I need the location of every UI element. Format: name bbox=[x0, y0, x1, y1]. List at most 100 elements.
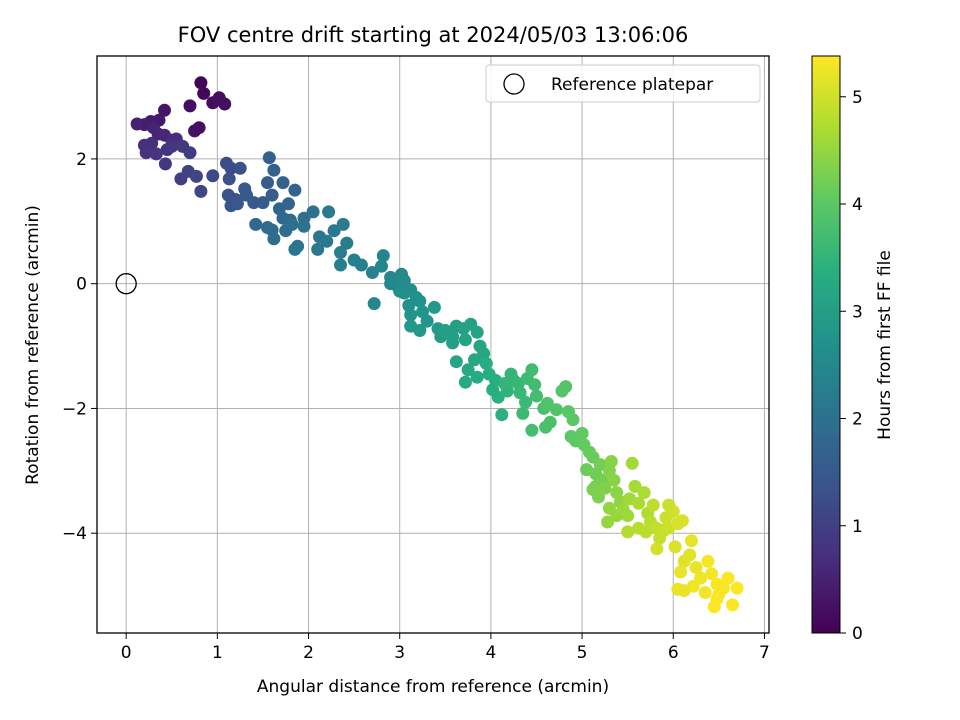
data-point bbox=[276, 176, 290, 190]
data-point bbox=[256, 196, 270, 210]
data-point bbox=[530, 389, 543, 403]
data-point bbox=[194, 76, 208, 90]
legend: Reference platepar bbox=[485, 64, 761, 103]
data-point bbox=[267, 232, 281, 246]
data-point bbox=[685, 534, 698, 548]
data-point bbox=[470, 325, 484, 339]
data-point bbox=[420, 314, 434, 328]
data-point bbox=[288, 242, 302, 256]
data-point bbox=[470, 370, 484, 384]
data-point bbox=[375, 259, 388, 273]
data-point bbox=[206, 169, 220, 183]
data-point bbox=[262, 151, 276, 165]
x-tick-label: 1 bbox=[212, 643, 223, 663]
data-point bbox=[267, 163, 281, 177]
data-point bbox=[149, 147, 163, 161]
data-point bbox=[306, 205, 320, 219]
data-point bbox=[550, 403, 563, 417]
data-point bbox=[607, 473, 621, 487]
legend-box bbox=[485, 64, 761, 103]
data-point bbox=[593, 458, 607, 472]
data-point bbox=[675, 514, 689, 528]
data-point bbox=[461, 363, 475, 377]
data-point bbox=[726, 598, 739, 612]
data-point bbox=[650, 542, 664, 556]
colorbar-tick-label: 1 bbox=[852, 517, 863, 537]
data-point bbox=[197, 86, 211, 100]
colorbar-label: Hours from first FF file bbox=[875, 250, 895, 440]
data-point bbox=[393, 284, 407, 298]
data-point bbox=[519, 395, 532, 409]
y-axis-label: Rotation from reference (arcmin) bbox=[23, 205, 43, 485]
data-point bbox=[674, 565, 688, 579]
data-point bbox=[721, 571, 735, 585]
data-point bbox=[689, 561, 703, 574]
data-point bbox=[384, 277, 398, 291]
x-tick-label: 5 bbox=[577, 643, 588, 663]
data-point bbox=[495, 408, 509, 422]
data-point bbox=[604, 455, 618, 468]
data-point bbox=[677, 584, 691, 598]
data-point bbox=[662, 498, 676, 512]
data-point bbox=[446, 330, 460, 344]
data-point bbox=[427, 300, 441, 314]
data-point bbox=[598, 481, 612, 495]
data-point bbox=[376, 249, 390, 263]
data-point bbox=[575, 426, 589, 440]
data-point bbox=[458, 333, 472, 347]
y-tick-label: 2 bbox=[76, 150, 87, 170]
data-point bbox=[334, 246, 347, 259]
data-point bbox=[297, 219, 311, 233]
data-point bbox=[621, 525, 635, 539]
data-point bbox=[249, 217, 263, 231]
colorbar-tick-label: 2 bbox=[852, 410, 863, 430]
data-point bbox=[486, 383, 500, 397]
data-point bbox=[449, 355, 463, 369]
data-point bbox=[222, 172, 236, 186]
reference-platepar-marker bbox=[115, 273, 137, 295]
x-tick-label: 2 bbox=[303, 643, 314, 663]
data-point bbox=[189, 169, 203, 183]
data-point bbox=[334, 258, 347, 272]
data-point bbox=[543, 415, 557, 429]
y-tick-label: −4 bbox=[62, 524, 87, 544]
x-axis-label: Angular distance from reference (arcmin) bbox=[257, 677, 609, 697]
data-point bbox=[683, 548, 697, 562]
data-point bbox=[528, 378, 542, 392]
data-point bbox=[525, 423, 539, 437]
data-point bbox=[413, 294, 427, 308]
data-point bbox=[354, 258, 368, 272]
data-point bbox=[413, 324, 427, 337]
data-point bbox=[224, 161, 238, 175]
data-point bbox=[504, 367, 518, 381]
data-point bbox=[477, 347, 491, 360]
colorbar-tick-label: 5 bbox=[852, 88, 863, 108]
data-point bbox=[336, 217, 350, 231]
data-point bbox=[513, 386, 527, 400]
colorbar-gradient bbox=[811, 55, 841, 634]
x-tick-label: 0 bbox=[121, 643, 132, 663]
data-point bbox=[637, 486, 651, 500]
data-point bbox=[285, 217, 299, 231]
data-point bbox=[559, 380, 573, 394]
colorbar-tick-label: 0 bbox=[852, 624, 863, 644]
data-point bbox=[540, 396, 554, 410]
colorbar: 0 1 2 3 4 5 Hours from first FF file bbox=[811, 55, 895, 644]
x-tick-label: 6 bbox=[668, 643, 679, 663]
data-point bbox=[707, 600, 721, 614]
legend-open-circle-marker bbox=[503, 73, 525, 95]
data-point bbox=[705, 567, 719, 581]
data-point bbox=[628, 479, 642, 493]
data-point bbox=[288, 183, 302, 197]
data-point bbox=[322, 205, 336, 219]
data-point bbox=[698, 586, 712, 599]
x-tick-label: 3 bbox=[394, 643, 405, 663]
plot-frame bbox=[96, 55, 770, 634]
data-point bbox=[261, 176, 274, 190]
data-point bbox=[632, 496, 646, 510]
colorbar-tick-label: 4 bbox=[852, 195, 863, 215]
data-point bbox=[668, 540, 682, 554]
data-point bbox=[194, 184, 208, 198]
data-point bbox=[498, 377, 512, 390]
